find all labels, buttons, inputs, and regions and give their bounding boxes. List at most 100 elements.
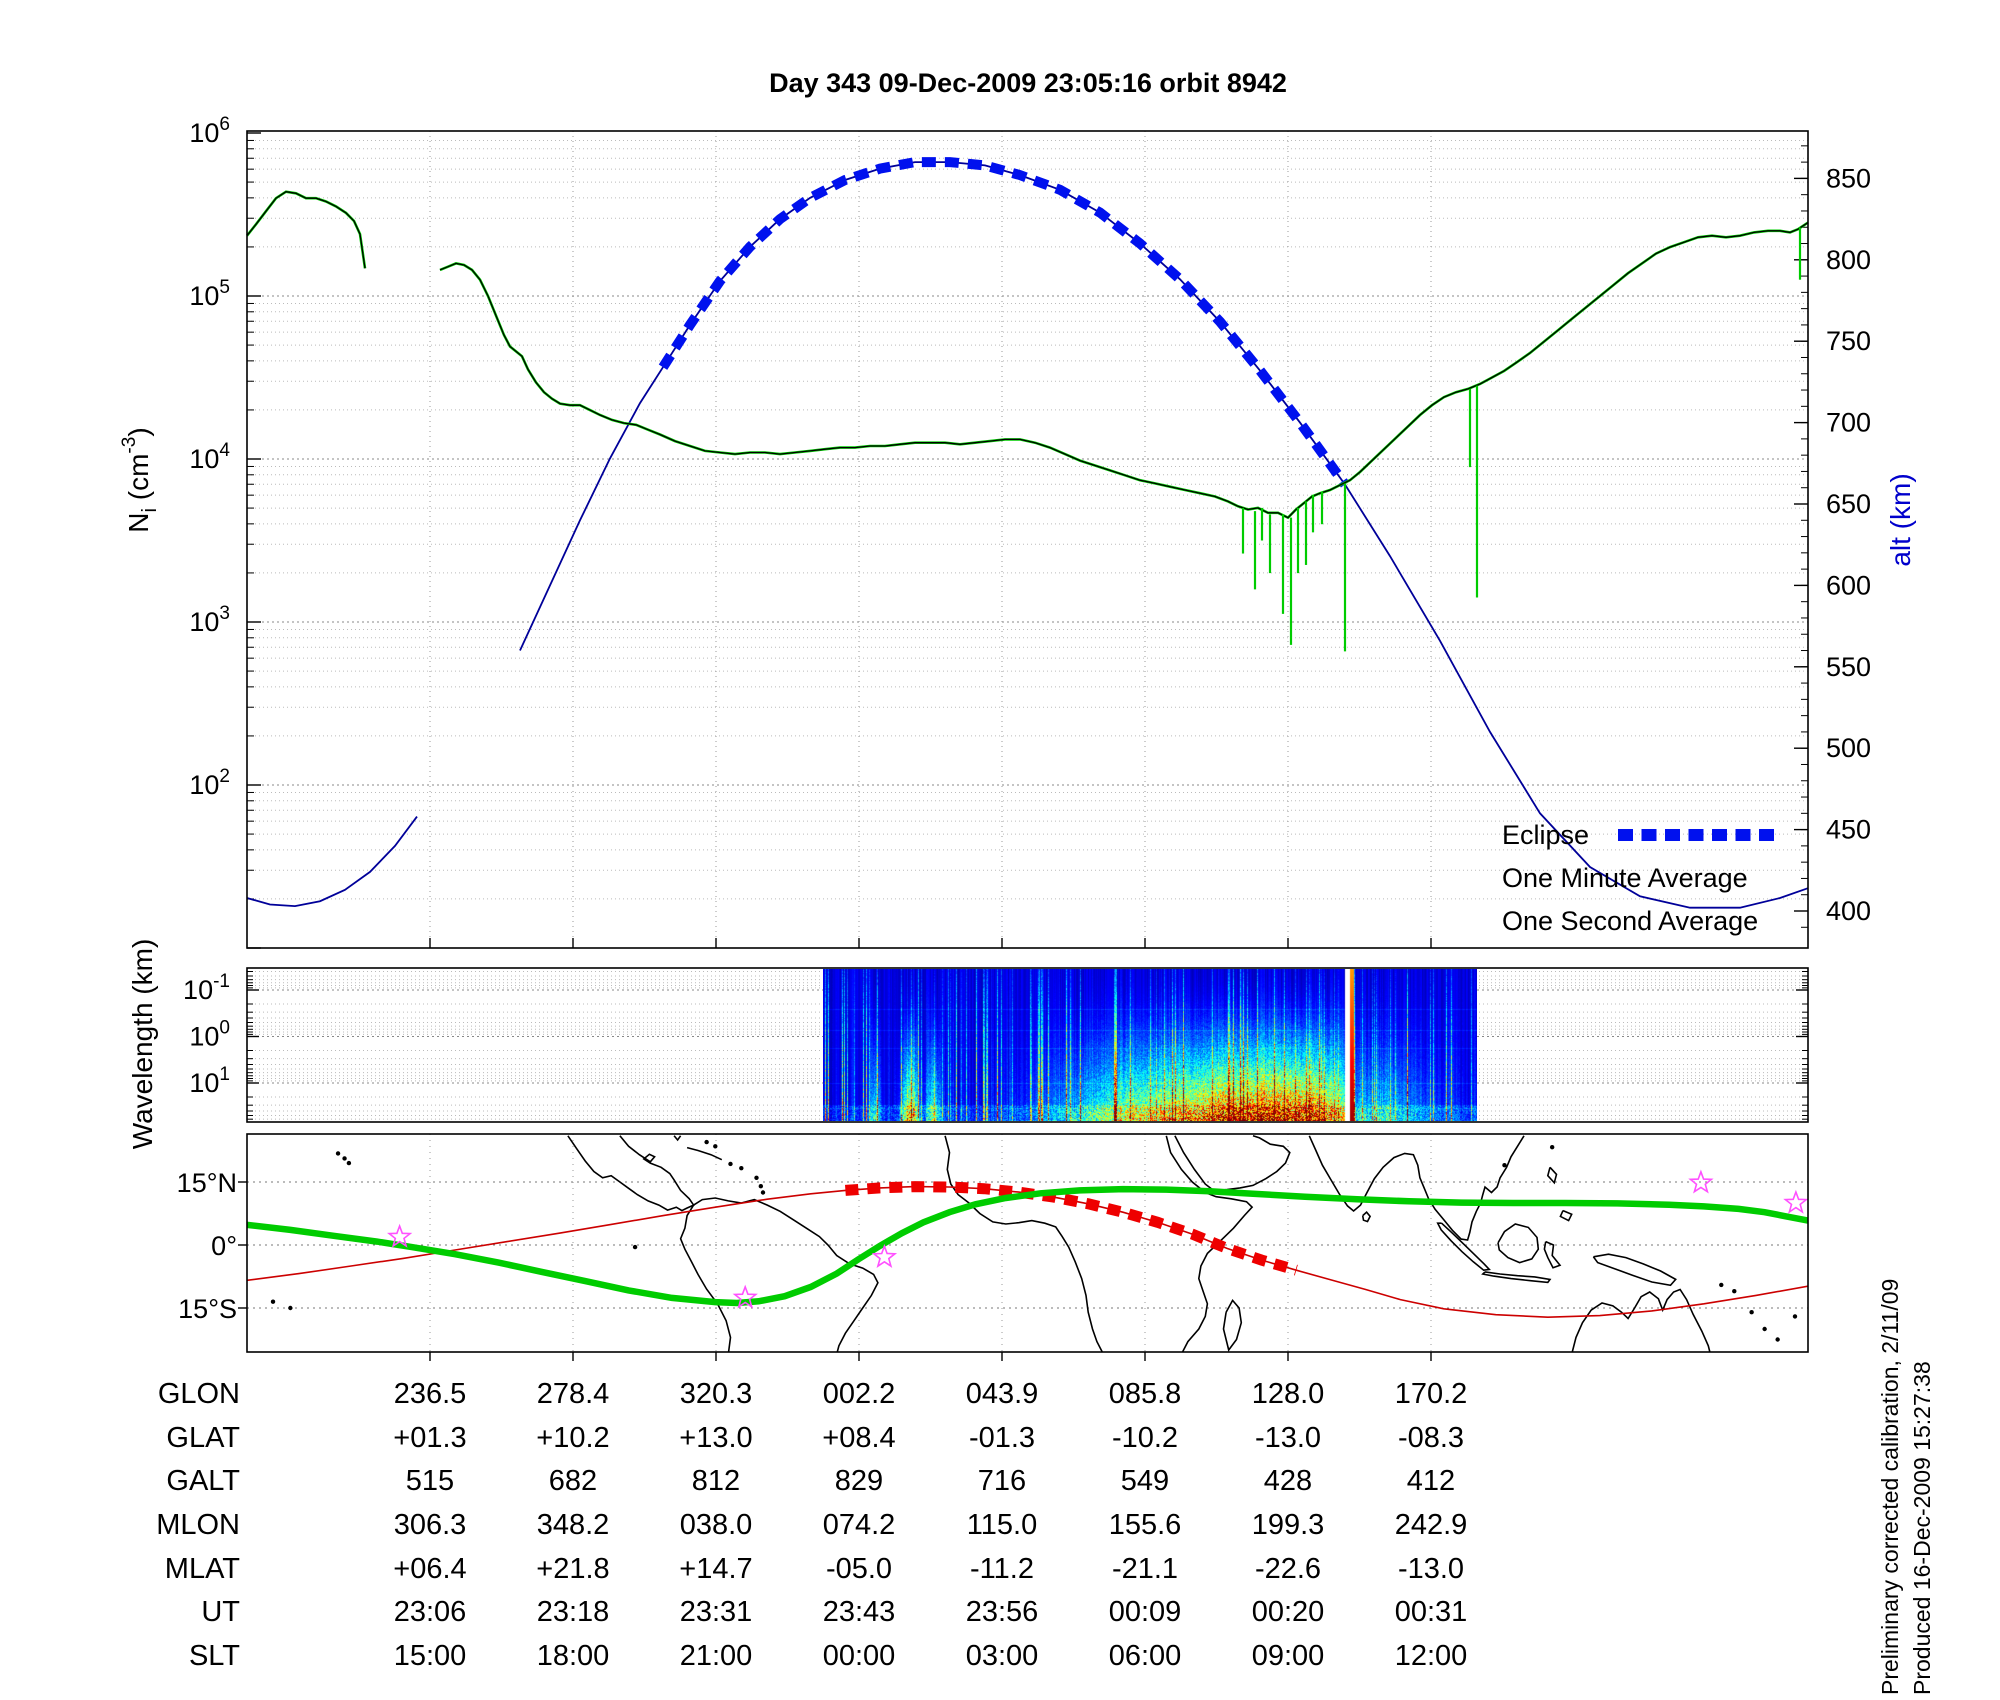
wavelength-spectrogram-image bbox=[823, 969, 1477, 1121]
alt-tick-label: 400 bbox=[1826, 896, 1871, 926]
ground-station-star bbox=[1688, 1169, 1714, 1194]
density-altitude-panel: 106 105 104 103 102 850 800 750 700 650 600 550 500 4… bbox=[189, 114, 1871, 949]
table-cell-mlat-2: +14.7 bbox=[679, 1553, 752, 1585]
table-cell-glat-6: -13.0 bbox=[1255, 1422, 1321, 1454]
table-cell-glon-7: 170.2 bbox=[1395, 1378, 1468, 1410]
page-title: Day 343 09-Dec-2009 23:05:16 orbit 8942 bbox=[769, 68, 1287, 98]
island-dot bbox=[754, 1175, 759, 1181]
table-cell-mlon-2: 038.0 bbox=[680, 1509, 753, 1541]
island-dot bbox=[335, 1151, 341, 1156]
table-cell-slt-7: 12:00 bbox=[1395, 1640, 1468, 1672]
table-cell-glat-7: -08.3 bbox=[1398, 1422, 1464, 1454]
table-cell-slt-6: 09:00 bbox=[1252, 1640, 1325, 1672]
island-dot bbox=[1502, 1163, 1507, 1168]
one-minute-average-curve bbox=[439, 222, 1809, 519]
table-cell-slt-0: 15:00 bbox=[394, 1640, 467, 1672]
one-second-average-curve bbox=[439, 221, 1809, 520]
table-cell-glon-2: 320.3 bbox=[680, 1378, 753, 1410]
table-cell-mlat-0: +06.4 bbox=[393, 1553, 466, 1585]
coastline bbox=[686, 1146, 723, 1161]
ni-tick-label: 105 bbox=[189, 277, 230, 311]
table-cell-mlon-5: 155.6 bbox=[1109, 1509, 1182, 1541]
table-cell-ut-2: 23:31 bbox=[680, 1596, 753, 1628]
table-cell-mlon-4: 115.0 bbox=[967, 1509, 1037, 1541]
coastline bbox=[1543, 1240, 1562, 1269]
table-row-label-mlat: MLAT bbox=[165, 1553, 240, 1585]
side-note-produced: Produced 16-Dec-2009 15:27:38 bbox=[1909, 1361, 1935, 1695]
table-cell-ut-5: 00:09 bbox=[1109, 1596, 1182, 1628]
ground-station-star bbox=[1783, 1189, 1808, 1214]
coastline bbox=[1571, 1288, 1711, 1352]
legend-minute-average-label: One Minute Average bbox=[1502, 863, 1748, 893]
ephemeris-table: GLON 236.5 278.4 320.3 002.2 043.9 085.8 128.0 1… bbox=[156, 1378, 1467, 1672]
table-cell-slt-1: 18:00 bbox=[537, 1640, 610, 1672]
table-cell-mlat-5: -21.1 bbox=[1112, 1553, 1178, 1585]
one-second-average-curve bbox=[245, 190, 367, 269]
alt-axis-label: alt (km) bbox=[1885, 473, 1916, 566]
alt-tick-label: 800 bbox=[1826, 245, 1871, 275]
table-cell-slt-4: 03:00 bbox=[966, 1640, 1039, 1672]
island-dot bbox=[704, 1139, 709, 1145]
eclipse-ground-track bbox=[845, 1181, 1298, 1276]
coastline bbox=[1481, 1271, 1552, 1284]
coastline bbox=[1308, 1135, 1525, 1241]
coastline bbox=[1165, 1135, 1254, 1352]
table-cell-mlon-3: 074.2 bbox=[823, 1509, 896, 1541]
ni-tick-label: 103 bbox=[189, 603, 230, 637]
coastline bbox=[1436, 1222, 1491, 1272]
table-cell-glat-2: +13.0 bbox=[679, 1422, 752, 1454]
wavelength-axis-label: Wavelength (km) bbox=[127, 939, 158, 1150]
table-cell-galt-3: 829 bbox=[835, 1465, 883, 1497]
table-cell-galt-0: 515 bbox=[406, 1465, 454, 1497]
ground-station-star bbox=[871, 1243, 898, 1268]
ni-axis-label: Ni (cm-3) bbox=[119, 427, 161, 532]
table-cell-galt-6: 428 bbox=[1264, 1465, 1312, 1497]
island-dot bbox=[288, 1305, 293, 1311]
map-contents bbox=[247, 1134, 1808, 1352]
table-cell-ut-1: 23:18 bbox=[537, 1596, 610, 1628]
panel-border bbox=[246, 1133, 1809, 1353]
altitude-curve bbox=[519, 161, 1809, 909]
table-cell-glon-1: 278.4 bbox=[537, 1378, 610, 1410]
island-dot bbox=[1775, 1337, 1780, 1342]
satellite-ground-track bbox=[247, 1185, 1808, 1307]
table-cell-galt-2: 812 bbox=[692, 1465, 740, 1497]
island-dot bbox=[739, 1165, 744, 1171]
table-cell-mlat-4: -11.2 bbox=[970, 1553, 1034, 1585]
table-cell-slt-5: 06:00 bbox=[1109, 1640, 1182, 1672]
coastline bbox=[1546, 1166, 1558, 1185]
table-cell-ut-4: 23:56 bbox=[966, 1596, 1039, 1628]
island-dot bbox=[1549, 1144, 1555, 1150]
side-note-calibration: Preliminary corrected calibration, 2/11/… bbox=[1877, 1279, 1903, 1695]
island-dot bbox=[632, 1244, 638, 1250]
island-dot bbox=[713, 1144, 718, 1149]
table-cell-glon-5: 085.8 bbox=[1109, 1378, 1182, 1410]
island-dot bbox=[728, 1161, 733, 1167]
table-cell-glon-0: 236.5 bbox=[394, 1378, 467, 1410]
island-dot bbox=[346, 1160, 352, 1166]
ni-tick-label: 104 bbox=[189, 440, 230, 474]
table-row-label-ut: UT bbox=[201, 1596, 240, 1628]
table-cell-glon-4: 043.9 bbox=[966, 1378, 1039, 1410]
table-cell-galt-5: 549 bbox=[1121, 1465, 1169, 1497]
table-cell-ut-6: 00:20 bbox=[1252, 1596, 1325, 1628]
table-cell-galt-1: 682 bbox=[549, 1465, 597, 1497]
table-cell-galt-7: 412 bbox=[1407, 1465, 1455, 1497]
coastline bbox=[1174, 1135, 1291, 1192]
table-row-label-slt: SLT bbox=[189, 1640, 240, 1672]
island-dot bbox=[1749, 1310, 1754, 1315]
table-cell-glat-5: -10.2 bbox=[1112, 1422, 1178, 1454]
table-cell-glat-1: +10.2 bbox=[536, 1422, 609, 1454]
alt-tick-label: 450 bbox=[1826, 815, 1871, 845]
table-cell-slt-3: 00:00 bbox=[823, 1640, 896, 1672]
one-minute-average-curve bbox=[246, 191, 366, 269]
table-cell-ut-3: 23:43 bbox=[823, 1596, 896, 1628]
coastline bbox=[567, 1135, 695, 1212]
table-cell-ut-7: 00:31 bbox=[1395, 1596, 1468, 1628]
island-dot bbox=[270, 1299, 276, 1304]
map-lat-label-15s: 15°S bbox=[178, 1294, 237, 1324]
table-cell-mlon-7: 242.9 bbox=[1395, 1509, 1468, 1541]
alt-tick-label: 650 bbox=[1826, 489, 1871, 519]
table-row-label-mlon: MLON bbox=[156, 1509, 240, 1541]
